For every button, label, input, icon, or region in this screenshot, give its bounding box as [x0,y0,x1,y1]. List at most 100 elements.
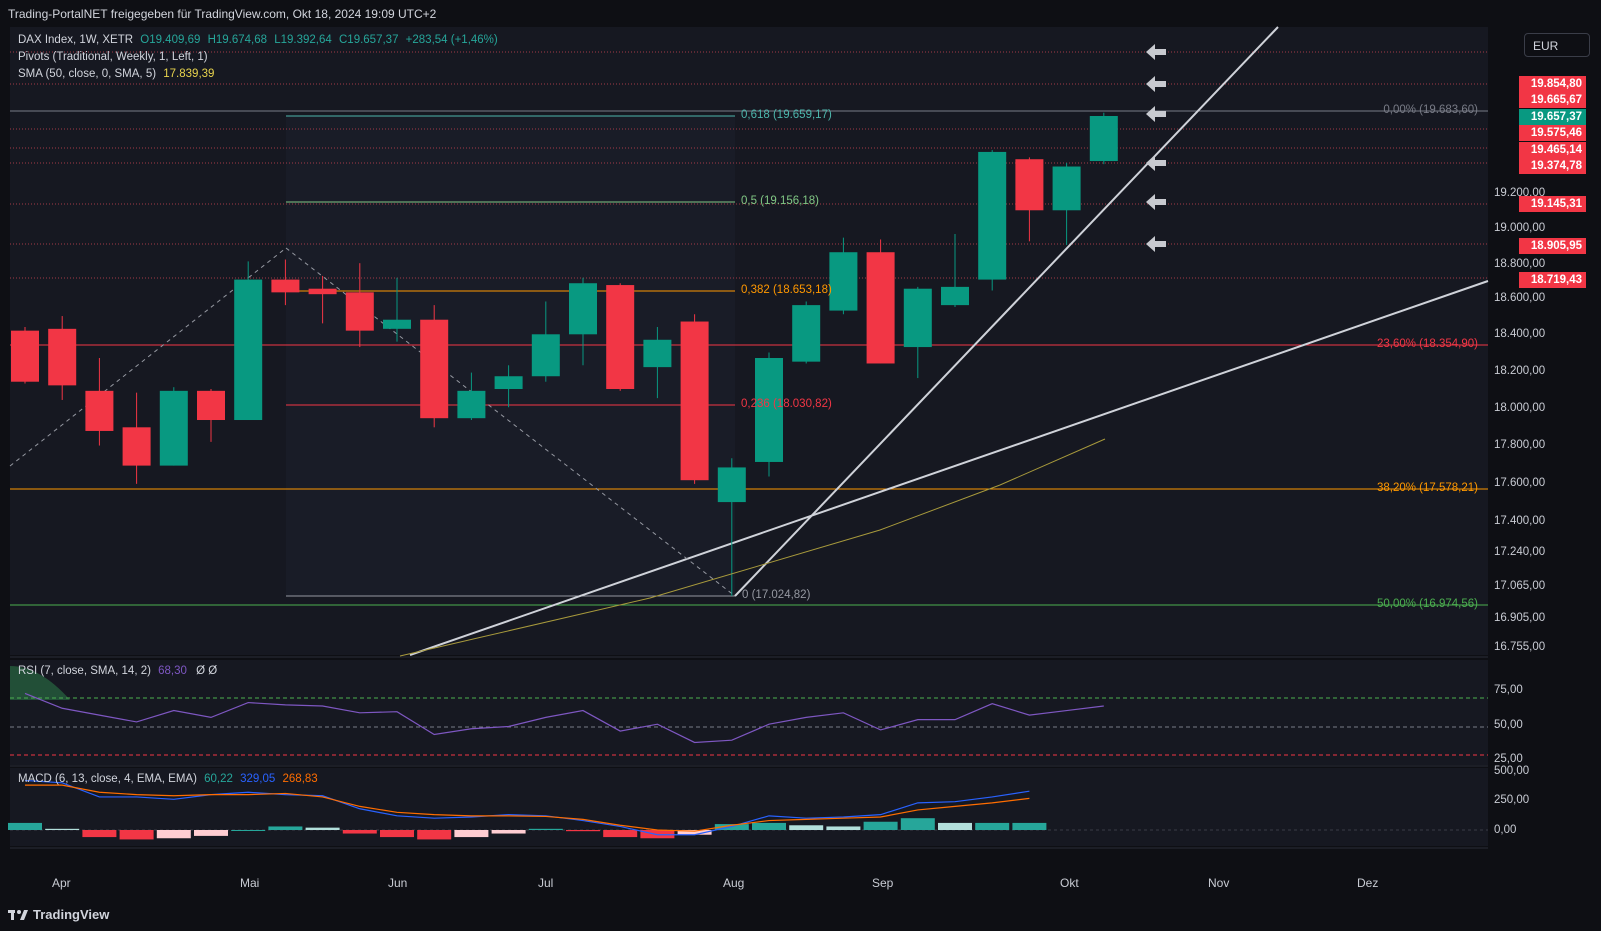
ohlc-legend[interactable]: DAX Index, 1W, XETR O19.409,69 H19.674,6… [18,34,498,46]
candle-body[interactable] [606,285,635,390]
candle-body[interactable] [234,279,263,421]
candle-body[interactable] [1015,159,1044,211]
macd-histogram-bar [82,830,117,838]
price-level-tag: 19.374,78 [1519,158,1586,174]
candle-body[interactable] [308,288,337,295]
rsi-label[interactable]: RSI (7, close, SMA, 14, 2) [18,665,151,677]
change-value: +283,54 (+1,46%) [405,34,498,46]
macd-histogram-bar [789,825,824,830]
main-pane[interactable] [10,27,1488,655]
macd-histogram-bar [491,830,526,834]
time-axis-label: Nov [1208,876,1230,890]
candle-body[interactable] [1052,166,1081,211]
macd-histogram-bar [45,828,80,830]
arrow-left-icon [1146,236,1166,252]
candle-body[interactable] [383,319,411,329]
fib-extension-label: 0,00% (19.683,60) [1383,104,1478,116]
macd-line [24,779,1030,836]
macd-histogram-bar [305,827,340,830]
sma-legend[interactable]: SMA (50, close, 0, SMA, 5) 17.839,39 [18,68,214,80]
macd-histogram [8,818,1047,840]
candle-body[interactable] [643,339,672,368]
macd-histogram-bar [8,822,42,830]
candle-body[interactable] [531,334,560,377]
price-level-tag: 19.657,37 [1519,109,1586,125]
candle-body[interactable] [866,252,895,364]
macd-histogram-bar [603,830,638,838]
pivots-label[interactable]: Pivots (Traditional, Weekly, 1, Left, 1) [18,51,208,63]
fib-connector-1[interactable] [9,247,287,467]
price-axis-label: 17.600,00 [1494,477,1546,489]
candle-body[interactable] [48,328,77,386]
currency-selector[interactable]: EUR [1524,33,1590,57]
candle-body[interactable] [457,390,486,419]
macd-pane[interactable] [10,768,1488,846]
candle-body[interactable] [494,376,523,390]
time-axis-label: Jun [388,876,408,890]
rsi-overbought-fill [10,666,70,700]
candle-body[interactable] [159,390,188,466]
sma-value: 17.839,39 [163,68,215,80]
candles[interactable] [11,112,1118,596]
rsi-pane[interactable] [10,660,1488,765]
open-value: O19.409,69 [140,34,201,46]
candle-body[interactable] [85,390,114,431]
macd-histogram-bar [194,830,228,836]
price-axis-label: 17.065,00 [1494,580,1546,592]
macd-histogram-bar [231,830,266,831]
time-axis-label: Dez [1357,876,1379,890]
candle-body[interactable] [717,467,746,503]
macd-histogram-bar [380,830,414,838]
macd-legend[interactable]: MACD (6, 13, close, 4, EMA, EMA) 60,22 3… [18,773,318,785]
candle-body[interactable] [345,292,374,331]
low-value: L19.392,64 [274,34,332,46]
macd-histogram-bar [417,830,452,840]
price-axis-label: 18.000,00 [1494,402,1546,414]
candle-body[interactable] [271,279,300,293]
sma-label[interactable]: SMA (50, close, 0, SMA, 5) [18,68,157,80]
arrow-left-icon [1146,106,1166,122]
trendline-upper[interactable] [734,26,1279,597]
candle-body[interactable] [903,288,932,348]
macd-histogram-bar [454,830,489,838]
price-level-tag: 19.665,67 [1519,92,1586,108]
candle-body[interactable] [792,305,821,362]
pivots-legend[interactable]: Pivots (Traditional, Weekly, 1, Left, 1) [18,51,208,63]
fib-extension-label: 38,20% (17.578,21) [1376,482,1478,494]
trendline-lower[interactable] [409,280,1489,656]
fib-connector-2[interactable] [285,247,736,597]
candle-body[interactable] [197,390,225,421]
candle-body[interactable] [1089,116,1118,162]
macd-label[interactable]: MACD (6, 13, close, 4, EMA, EMA) [18,773,197,785]
arrow-left-icon [1146,155,1166,171]
rsi-legend[interactable]: RSI (7, close, SMA, 14, 2) 68,30 Ø Ø [18,665,217,677]
footer-brand[interactable]: TradingView [8,907,109,922]
symbol-label[interactable]: DAX Index, 1W, XETR [18,34,134,46]
trend-lines[interactable] [9,26,1489,656]
candle-body[interactable] [11,330,39,382]
price-axis-label: 16.905,00 [1494,612,1546,624]
macd-histogram-bar [863,821,898,830]
arrow-left-icon [1146,76,1166,92]
price-level-tag: 19.854,80 [1519,76,1586,92]
fib-extension-label: 50,00% (16.974,56) [1376,598,1478,610]
candle-body[interactable] [978,151,1007,280]
fib-retracement-label: 0,618 (19.659,17) [741,109,832,121]
macd-histogram-bar [938,822,972,830]
time-axis-label: Mai [240,876,260,890]
fib-retracement-label: 0,382 (18.653,18) [741,284,832,296]
fib-retracement-label: 0,5 (19.156,18) [741,195,820,207]
candle-body[interactable] [122,427,151,466]
candle-body[interactable] [420,319,449,419]
macd-axis-250: 250,00 [1494,794,1530,806]
candle-body[interactable] [755,358,783,462]
macd-histogram-bar [900,818,935,830]
candle-body[interactable] [569,283,597,335]
macd-signal-line [25,784,1030,832]
candle-body[interactable] [680,321,709,481]
candle-body[interactable] [941,286,969,306]
price-axis-label: 17.240,00 [1494,546,1546,558]
candle-body[interactable] [829,252,858,311]
high-value: H19.674,68 [207,34,268,46]
